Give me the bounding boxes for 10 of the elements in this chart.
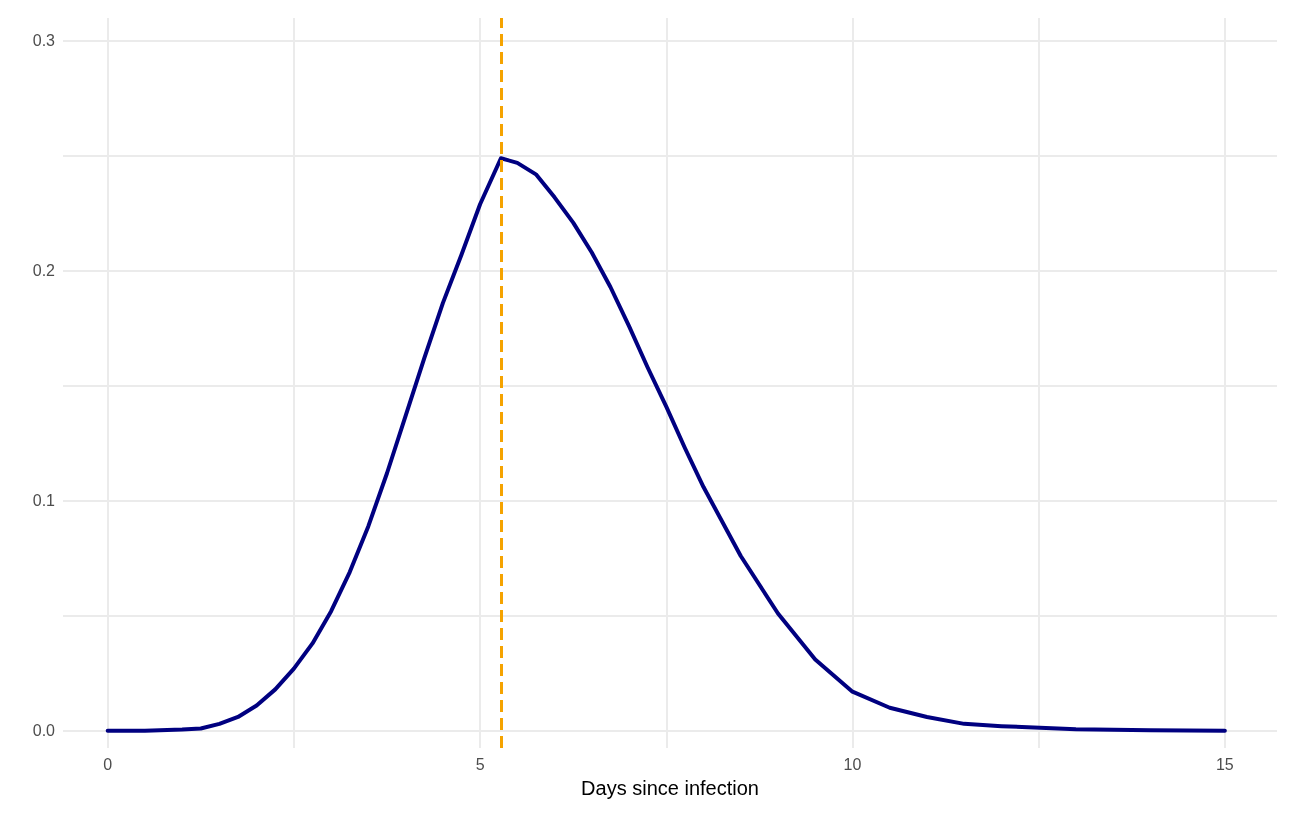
x-tick-label: 15 [1215,755,1234,773]
line-series [105,156,1227,733]
y-tick-label: 0.0 [32,722,56,740]
y-tick-label: 0.3 [32,32,56,50]
x-axis-title: Days since infection [581,777,759,799]
x-tick-label: 0 [103,755,113,773]
y-tick-label: 0.2 [32,262,56,280]
y-tick-label: 0.1 [32,492,56,510]
x-tick-label: 10 [843,755,862,773]
x-tick-label: 5 [475,755,485,773]
